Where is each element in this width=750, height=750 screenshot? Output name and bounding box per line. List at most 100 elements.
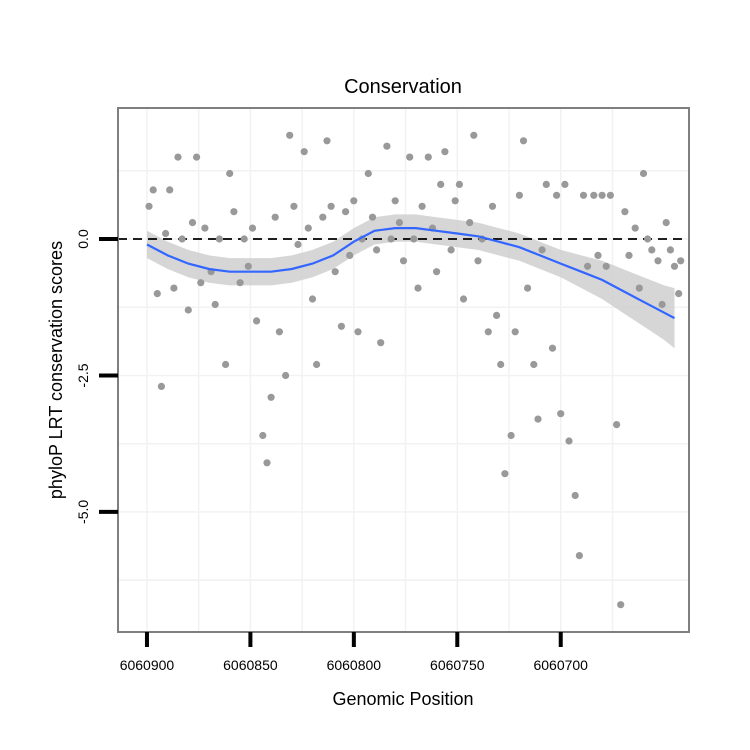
data-point [662,219,670,227]
data-point [153,290,161,298]
data-point [670,262,679,270]
data-point [226,169,234,178]
data-point [542,180,550,188]
data-point [149,186,157,194]
data-point [414,284,422,292]
data-point [493,311,501,319]
data-point [648,246,656,254]
y-tick-label: -2.5 [75,363,91,387]
data-point [675,290,683,298]
data-point [399,257,408,265]
data-point [530,360,538,369]
data-point [666,246,675,254]
data-point [590,191,598,199]
data-point [377,339,385,347]
data-point [677,257,685,265]
data-point [433,268,441,276]
smooth-line [146,227,676,320]
data-point [579,191,588,199]
data-point [470,131,478,139]
data-point [304,224,312,232]
data-point [658,300,666,309]
data-point [211,300,219,309]
data-point [323,137,331,145]
x-tick-label: 6060900 [120,657,175,673]
data-point [455,180,463,188]
data-point [286,131,294,139]
data-point [484,328,492,336]
data-point [594,251,602,259]
data-point [418,202,426,210]
data-point [259,431,267,440]
data-point [424,153,432,161]
data-point [145,202,153,210]
data-point [447,246,455,254]
data-point [178,235,186,243]
data-point [193,153,201,161]
data-point [548,344,557,352]
data-point [519,137,528,145]
data-point [157,382,165,390]
y-axis-label: phyloP LRT conservation scores [46,241,66,499]
data-point [488,202,497,210]
data-point [308,295,317,303]
data-point [575,552,584,560]
data-point [201,224,209,232]
data-point [313,360,321,369]
data-point [300,148,308,156]
data-point [584,262,592,270]
data-point [391,197,399,205]
data-point [524,284,532,292]
data-point [459,295,468,303]
data-point [368,213,377,221]
data-point [290,202,298,210]
x-tick-label: 6060850 [223,657,278,673]
data-point [501,470,509,478]
data-point [441,148,449,156]
data-point [373,246,381,254]
smooth-line-layer [146,227,676,320]
data-point [387,235,395,243]
data-point [346,251,354,259]
data-point [294,240,302,249]
data-point [410,235,418,243]
data-point [553,191,561,199]
data-point [350,197,358,205]
data-point [166,186,174,194]
data-point [437,180,445,188]
data-point [162,229,170,238]
data-point [534,415,542,423]
data-point [571,491,579,500]
data-point [598,191,606,199]
data-point [188,219,197,227]
data-point [197,279,205,287]
data-point [497,360,505,369]
y-tick-label: -5.0 [75,500,91,524]
data-point [625,251,633,259]
data-point [253,317,261,325]
data-point [364,169,372,178]
data-point [174,153,182,161]
data-point [236,279,244,287]
data-point [331,268,339,276]
grid-lines [118,108,689,632]
data-point [474,257,482,265]
data-point [395,219,403,227]
data-point [538,246,546,254]
data-point [639,169,648,178]
data-point [644,235,652,243]
data-point [319,213,327,221]
chart-title: Conservation [344,76,462,98]
data-point [271,213,279,221]
data-point [561,180,569,188]
x-tick-label: 6060750 [430,657,485,673]
data-point [507,431,515,440]
data-point [342,208,350,216]
data-point [621,208,629,216]
data-point [631,224,639,232]
axes: 6060900 6060850 6060800 6060750 6060700 0.0 -2… [75,107,690,673]
data-point [230,208,238,216]
data-point [263,459,271,467]
data-point [565,437,573,445]
